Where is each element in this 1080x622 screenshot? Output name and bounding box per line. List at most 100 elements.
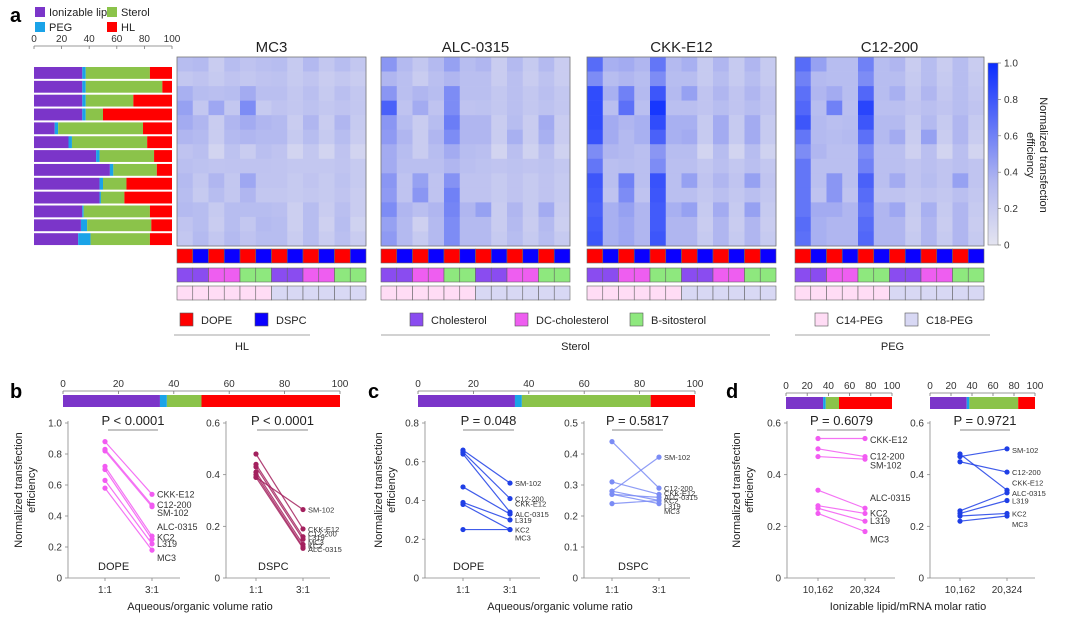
heatmap-cell xyxy=(522,144,539,160)
heatmap-cell xyxy=(728,144,745,160)
heatmap-cell xyxy=(650,187,667,203)
heatmap-cell xyxy=(889,158,906,174)
heatmap-cell xyxy=(618,144,635,160)
composition-tick-label: 100 xyxy=(332,379,349,390)
data-point xyxy=(149,547,155,553)
heatmap-cell xyxy=(936,202,953,218)
annotation-cell-peg xyxy=(681,285,698,301)
composition-segment xyxy=(650,395,695,407)
heatmap-cell xyxy=(795,115,812,130)
heatmap-cell xyxy=(826,216,843,232)
legend-label: Ionizable lipid xyxy=(49,7,116,19)
heatmap-cell xyxy=(858,86,875,101)
heatmap-cell xyxy=(444,86,461,101)
annotation-cell-hl xyxy=(728,248,745,264)
data-point xyxy=(507,495,513,502)
heatmap-cell xyxy=(303,158,320,174)
composition-tick-label: 80 xyxy=(634,379,646,390)
heatmap-cell xyxy=(921,231,938,247)
heatmap-cell xyxy=(208,231,225,247)
data-point xyxy=(609,479,615,485)
heatmap-cell xyxy=(381,129,398,145)
heatmap-cell xyxy=(224,115,241,130)
heatmap-cell xyxy=(952,71,969,87)
heatmap-cell xyxy=(522,158,539,174)
subplot-name: DOPE xyxy=(98,561,129,573)
heatmap-cell xyxy=(681,86,698,101)
series-line xyxy=(817,505,866,515)
heatmap-cell xyxy=(873,71,890,87)
data-point xyxy=(102,477,108,483)
annotation-cell-peg xyxy=(349,285,367,301)
heatmap-cell xyxy=(602,129,619,145)
annotation-cell-peg xyxy=(176,285,194,301)
stacked-bar-segment xyxy=(109,163,114,176)
heatmap-cell xyxy=(936,173,953,189)
annotation-cell-hl xyxy=(192,248,209,264)
heatmap-cell xyxy=(240,202,257,218)
annotation-cell-peg xyxy=(208,285,225,301)
x-tick-label: 3:1 xyxy=(296,585,310,596)
heatmap-cell xyxy=(428,129,445,145)
heatmap-cell xyxy=(728,71,745,87)
annotation-cell-peg xyxy=(396,285,413,301)
series-label: L319 xyxy=(157,539,177,549)
heatmap-cell xyxy=(444,202,461,218)
heatmap-cell xyxy=(303,100,320,116)
heatmap-cell xyxy=(728,100,745,116)
panel-letter-c: c xyxy=(368,381,379,403)
annotation-cell-sterol xyxy=(618,267,635,283)
heatmap-cell xyxy=(873,173,890,189)
stacked-bar-segment xyxy=(149,233,172,246)
series-line xyxy=(255,464,304,537)
heatmap-cell xyxy=(634,187,651,203)
heatmap-title: C12-200 xyxy=(861,39,919,56)
heatmap-cell xyxy=(428,144,445,160)
series-line xyxy=(104,441,153,495)
heatmap-cell xyxy=(634,158,651,174)
subplot-name: DSPC xyxy=(618,561,649,573)
heatmap-cell xyxy=(208,86,225,101)
heatmap-cell xyxy=(459,187,476,203)
colorbar-tick-label: 1.0 xyxy=(1004,59,1018,70)
legend-label: Sterol xyxy=(121,7,150,19)
annotation-cell-hl xyxy=(744,248,761,264)
heatmap-cell xyxy=(334,158,351,174)
heatmap-cell xyxy=(271,144,288,160)
series-label: SM-102 xyxy=(664,453,690,462)
annotation-cell-hl xyxy=(349,248,367,264)
heatmap-cell xyxy=(192,144,209,160)
series-label: C12-200 xyxy=(664,484,693,493)
heatmap-cell xyxy=(491,231,508,247)
heatmap-cell xyxy=(681,173,698,189)
heatmap-cell xyxy=(538,187,555,203)
heatmap-cell xyxy=(381,144,398,160)
heatmap-cell xyxy=(554,158,571,174)
series-line xyxy=(817,512,866,533)
heatmap-cell xyxy=(952,86,969,101)
heatmap-cell xyxy=(618,202,635,218)
stacked-bar-segment xyxy=(85,67,150,79)
axis-tick-label: 60 xyxy=(111,34,123,45)
heatmap-cell xyxy=(334,57,351,72)
stacked-bar-segment xyxy=(58,122,144,135)
heatmap-cell xyxy=(287,231,304,247)
data-point xyxy=(149,536,155,542)
heatmap-cell xyxy=(889,216,906,232)
series-line xyxy=(611,499,660,505)
heatmap-cell xyxy=(444,129,461,145)
y-tick-label: 0 xyxy=(918,574,924,585)
heatmap-cell xyxy=(318,144,335,160)
heatmap-cell xyxy=(587,71,604,87)
heatmap-cell xyxy=(240,216,257,232)
heatmap-cell xyxy=(412,173,429,189)
data-point xyxy=(957,513,963,519)
data-point xyxy=(609,439,615,445)
annotation-cell-hl xyxy=(712,248,730,264)
heatmap-cell xyxy=(350,202,367,218)
data-point xyxy=(460,526,466,533)
heatmap-cell xyxy=(697,158,714,174)
annotation-cell-hl xyxy=(618,248,635,264)
data-point xyxy=(300,545,306,551)
composition-segment xyxy=(63,395,160,407)
